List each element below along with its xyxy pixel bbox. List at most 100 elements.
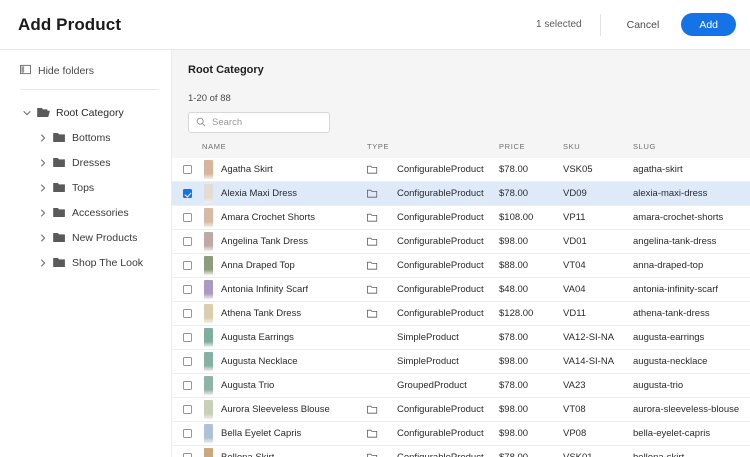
- browser-header: Root Category 1-20 of 88: [172, 50, 750, 133]
- checkbox-icon[interactable]: [182, 260, 192, 270]
- search-input[interactable]: [212, 117, 322, 128]
- result-count: 1-20 of 88: [188, 93, 231, 104]
- table-row[interactable]: Aurora Sleeveless Blouse ConfigurableProd…: [172, 397, 750, 422]
- chevron-right-icon[interactable]: [38, 233, 47, 242]
- row-checkbox-cell[interactable]: [172, 445, 202, 457]
- folder-icon: [53, 157, 66, 168]
- column-header-slug[interactable]: SLUG: [633, 142, 750, 158]
- product-sku: VD09: [563, 181, 633, 206]
- current-category-title: Root Category: [188, 64, 264, 76]
- folder-icon: [53, 182, 66, 193]
- row-checkbox-cell[interactable]: [172, 325, 202, 350]
- product-thumbnail: [204, 376, 213, 395]
- row-checkbox-cell[interactable]: [172, 253, 202, 278]
- folder-icon: [367, 261, 397, 270]
- hide-folders-toggle[interactable]: Hide folders: [0, 58, 171, 84]
- column-header-sku[interactable]: SKU: [563, 142, 633, 158]
- row-checkbox-cell[interactable]: [172, 181, 202, 206]
- product-type: ConfigurableProduct: [397, 428, 484, 439]
- table-row[interactable]: Bella Eyelet Capris ConfigurableProduct $9…: [172, 421, 750, 446]
- row-checkbox-cell[interactable]: [172, 205, 202, 230]
- search-box[interactable]: [188, 112, 330, 133]
- table-row[interactable]: Alexia Maxi Dress ConfigurableProduct $78.…: [172, 181, 750, 206]
- row-checkbox-cell[interactable]: [172, 301, 202, 326]
- product-name-cell: Antonia Infinity Scarf: [202, 277, 367, 302]
- product-table-wrap: NAME TYPE PRICE SKU SLUG Agatha Skirt Con…: [172, 142, 750, 457]
- folder-icon: [53, 207, 66, 218]
- checkbox-icon[interactable]: [182, 164, 192, 174]
- row-checkbox-cell[interactable]: [172, 229, 202, 254]
- table-row[interactable]: Augusta Earrings SimpleProduct $78.00 VA12-…: [172, 325, 750, 350]
- row-checkbox-cell[interactable]: [172, 349, 202, 374]
- checkbox-icon[interactable]: [182, 212, 192, 222]
- chevron-right-icon[interactable]: [38, 133, 47, 142]
- product-type: ConfigurableProduct: [397, 284, 484, 295]
- table-row[interactable]: Angelina Tank Dress ConfigurableProduct $9…: [172, 229, 750, 254]
- product-name-cell: Anna Draped Top: [202, 253, 367, 278]
- tree-item-tops[interactable]: Tops: [0, 175, 171, 200]
- product-sku: VT08: [563, 397, 633, 422]
- product-thumbnail: [204, 304, 213, 323]
- product-slug: bellona-skirt: [633, 445, 750, 457]
- folder-icon: [367, 309, 397, 318]
- chevron-right-icon[interactable]: [38, 258, 47, 267]
- cancel-button[interactable]: Cancel: [611, 13, 676, 37]
- product-name-cell: Amara Crochet Shorts: [202, 205, 367, 230]
- product-table: NAME TYPE PRICE SKU SLUG Agatha Skirt Con…: [172, 142, 750, 457]
- folder-sidebar: Hide folders Root Category Bottoms Dresses…: [0, 50, 172, 457]
- dialog-body: Hide folders Root Category Bottoms Dresses…: [0, 50, 750, 457]
- tree-item-accessories[interactable]: Accessories: [0, 200, 171, 225]
- product-slug: athena-tank-dress: [633, 301, 750, 326]
- product-type: ConfigurableProduct: [397, 404, 484, 415]
- table-body: Agatha Skirt ConfigurableProduct $78.00 VSK…: [172, 158, 750, 457]
- checkbox-icon[interactable]: [182, 404, 192, 414]
- column-header-name[interactable]: NAME: [202, 142, 367, 158]
- table-row[interactable]: Bellona Skirt ConfigurableProduct $78.00VS…: [172, 445, 750, 457]
- folder-icon: [53, 132, 66, 143]
- checkbox-icon[interactable]: [182, 356, 192, 366]
- tree-item-label: Dresses: [72, 156, 111, 169]
- table-row[interactable]: Augusta Necklace SimpleProduct $98.00 VA14-…: [172, 349, 750, 374]
- row-checkbox-cell[interactable]: [172, 397, 202, 422]
- product-type: ConfigurableProduct: [397, 260, 484, 271]
- product-type-cell: GroupedProduct: [367, 373, 499, 398]
- row-checkbox-cell[interactable]: [172, 277, 202, 302]
- product-name: Augusta Trio: [221, 380, 275, 391]
- chevron-right-icon[interactable]: [38, 158, 47, 167]
- table-row[interactable]: Antonia Infinity Scarf ConfigurableProduc…: [172, 277, 750, 302]
- row-checkbox-cell[interactable]: [172, 421, 202, 446]
- checkbox-icon[interactable]: [182, 428, 192, 438]
- table-header: NAME TYPE PRICE SKU SLUG: [172, 142, 750, 158]
- table-row[interactable]: Agatha Skirt ConfigurableProduct $78.00 VSK…: [172, 158, 750, 182]
- tree-item-dresses[interactable]: Dresses: [0, 150, 171, 175]
- column-header-price[interactable]: PRICE: [499, 142, 563, 158]
- product-price: $48.00: [499, 277, 563, 302]
- row-checkbox-cell[interactable]: [172, 373, 202, 398]
- column-header-type[interactable]: TYPE: [367, 142, 499, 158]
- tree-item-root-category[interactable]: Root Category: [0, 100, 171, 125]
- product-slug: alexia-maxi-dress: [633, 181, 750, 206]
- product-thumbnail: [204, 208, 213, 227]
- checkbox-icon[interactable]: [182, 284, 192, 294]
- checkbox-icon[interactable]: [182, 452, 192, 457]
- select-all-header[interactable]: [172, 142, 202, 158]
- row-checkbox-cell[interactable]: [172, 158, 202, 182]
- checkbox-checked-icon[interactable]: [182, 188, 192, 198]
- checkbox-icon[interactable]: [182, 332, 192, 342]
- add-button[interactable]: Add: [681, 13, 736, 36]
- chevron-right-icon[interactable]: [38, 208, 47, 217]
- chevron-right-icon[interactable]: [38, 183, 47, 192]
- checkbox-icon[interactable]: [182, 236, 192, 246]
- table-row[interactable]: Anna Draped Top ConfigurableProduct $88.00…: [172, 253, 750, 278]
- table-row[interactable]: Augusta Trio GroupedProduct $78.00 VA23 augu…: [172, 373, 750, 398]
- tree-item-new-products[interactable]: New Products: [0, 225, 171, 250]
- tree-item-shop-the-look[interactable]: Shop The Look: [0, 250, 171, 275]
- table-row[interactable]: Amara Crochet Shorts ConfigurableProduct $…: [172, 205, 750, 230]
- checkbox-icon[interactable]: [182, 380, 192, 390]
- tree-item-bottoms[interactable]: Bottoms: [0, 125, 171, 150]
- table-row[interactable]: Athena Tank Dress ConfigurableProduct $128…: [172, 301, 750, 326]
- chevron-down-icon[interactable]: [22, 108, 31, 117]
- folder-icon: [367, 405, 397, 414]
- product-thumbnail: [204, 424, 213, 443]
- checkbox-icon[interactable]: [182, 308, 192, 318]
